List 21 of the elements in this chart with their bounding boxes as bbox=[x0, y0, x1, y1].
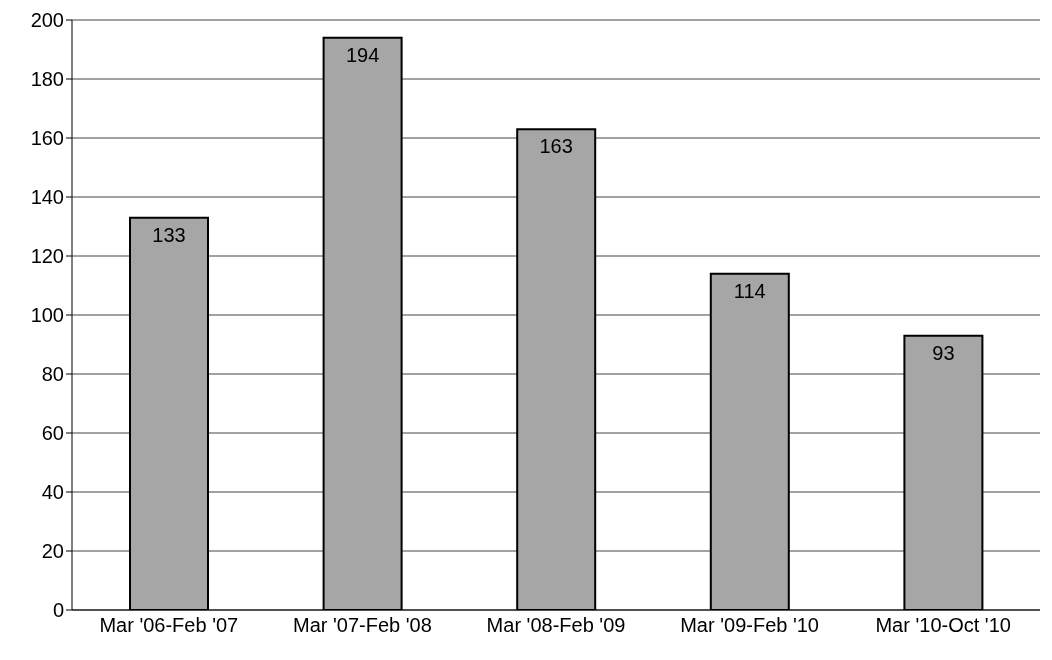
x-tick-label: Mar '08-Feb '09 bbox=[486, 614, 626, 637]
y-tick-label: 120 bbox=[30, 245, 64, 268]
x-tick-label: Mar '07-Feb '08 bbox=[292, 614, 432, 637]
x-tick-label: Mar '09-Feb '10 bbox=[680, 614, 820, 637]
y-tick-label: 160 bbox=[30, 127, 64, 150]
x-tick-label: Mar '06-Feb '07 bbox=[99, 614, 239, 637]
data-label: 194 bbox=[345, 43, 380, 66]
y-tick-label: 20 bbox=[41, 540, 64, 563]
data-label: 133 bbox=[152, 223, 186, 246]
y-tick-label: 200 bbox=[30, 9, 64, 32]
y-tick-label: 0 bbox=[52, 599, 64, 622]
data-label: 163 bbox=[539, 135, 573, 158]
y-tick-label: 100 bbox=[30, 304, 64, 327]
data-label: 93 bbox=[932, 341, 955, 364]
y-tick-label: 60 bbox=[41, 422, 64, 445]
y-tick-label: 80 bbox=[41, 363, 64, 386]
x-tick-label: Mar '10-Oct '10 bbox=[875, 614, 1011, 637]
y-tick-label: 40 bbox=[41, 481, 64, 504]
data-label: 114 bbox=[733, 279, 766, 302]
y-tick-label: 180 bbox=[30, 68, 64, 91]
y-tick-label: 140 bbox=[30, 186, 64, 209]
